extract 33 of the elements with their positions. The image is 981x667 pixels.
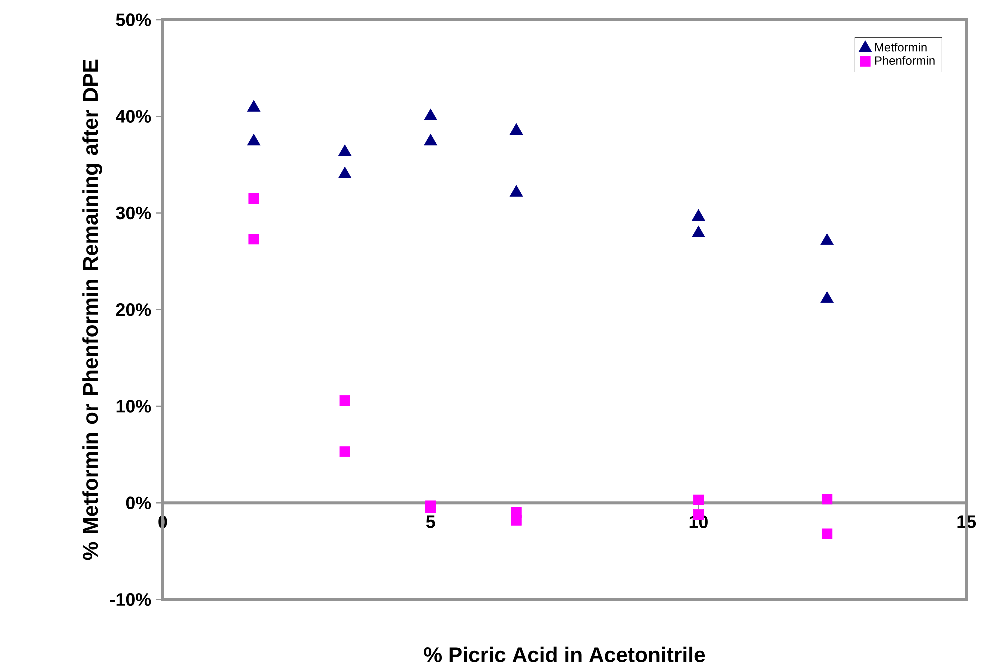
legend-label: Phenformin [875, 56, 935, 66]
y-tick-label: 0% [126, 496, 152, 510]
point [820, 234, 834, 246]
point [692, 210, 706, 222]
point [340, 446, 350, 458]
point [424, 109, 438, 121]
point [340, 395, 350, 406]
point [692, 226, 706, 238]
point [338, 167, 352, 179]
y-tick-label: 20% [116, 304, 152, 316]
point [248, 193, 260, 204]
x-tick-label: 5 [426, 516, 436, 528]
point [510, 185, 524, 197]
point [820, 292, 834, 304]
y-tick-label: 40% [116, 110, 152, 123]
y-tick-label: 10% [116, 400, 152, 413]
point [424, 134, 438, 146]
x-axis-title: % Picric Acid in Acetonitrile [424, 646, 706, 663]
point [511, 515, 522, 526]
point [693, 494, 704, 506]
point [510, 124, 524, 136]
point [822, 494, 833, 505]
point [247, 100, 261, 112]
y-axis-title: % Metformin or Phenformin Remaining after DPE [82, 60, 102, 560]
legend-label: Metformin [875, 42, 927, 52]
point [248, 234, 260, 245]
y-tick-label: 30% [116, 206, 152, 220]
point [247, 134, 261, 146]
point [338, 144, 352, 156]
x-tick-label: 15 [958, 516, 976, 528]
y-tick-label: -10% [110, 593, 152, 606]
point [822, 528, 833, 540]
y-tick-label: 50% [116, 14, 152, 26]
